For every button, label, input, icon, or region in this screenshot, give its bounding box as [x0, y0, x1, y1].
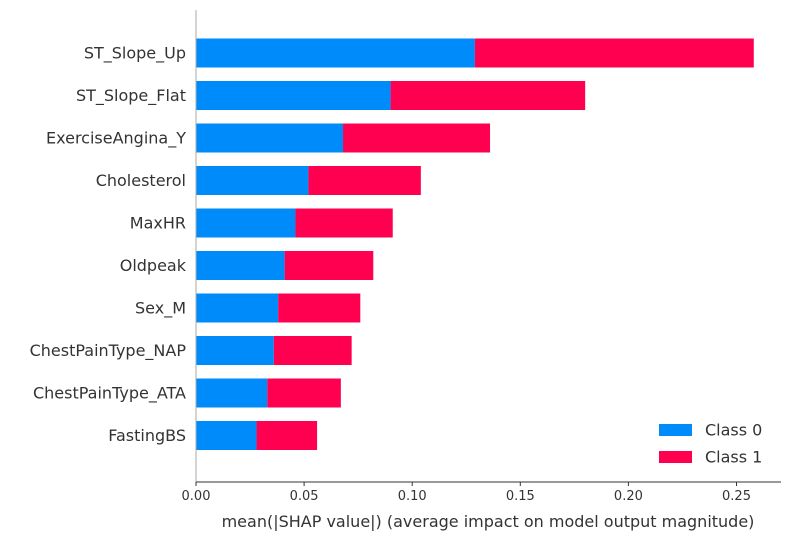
bar-MaxHR-series-0 — [196, 208, 296, 238]
bar-FastingBS-series-0 — [196, 421, 257, 450]
x-ticks: 0.00 0.05 0.10 0.15 0.20 0.25 — [182, 482, 751, 504]
bar-FastingBS-series-1 — [256, 421, 318, 450]
x-tick-label: 0.05 — [290, 489, 319, 504]
y-tick-label: FastingBS — [108, 426, 186, 445]
x-axis-label: mean(|SHAP value|) (average impact on mo… — [222, 512, 755, 531]
y-tick-labels: ST_Slope_Up ST_Slope_Flat ExerciseAngina_Y… — [30, 44, 187, 446]
y-tick-label: ChestPainType_ATA — [33, 384, 186, 404]
bar-Cholesterol-series-0 — [196, 166, 309, 195]
bar-Cholesterol-series-1 — [308, 166, 421, 195]
x-tick-label: 0.20 — [614, 489, 643, 504]
y-tick-label: Oldpeak — [120, 256, 187, 275]
legend-swatch-series-1 — [659, 451, 692, 463]
x-tick-label: 0.15 — [506, 489, 535, 504]
bar-ChestPainType_NAP-series-1 — [273, 336, 352, 365]
y-tick-label: ST_Slope_Up — [84, 44, 186, 64]
bar-ST_Slope_Flat-series-0 — [196, 81, 391, 110]
bar-ExerciseAngina_Y-series-0 — [196, 123, 344, 153]
x-tick-label: 0.00 — [182, 489, 211, 504]
bar-ST_Slope_Up-series-1 — [474, 38, 754, 68]
bar-ChestPainType_ATA-series-1 — [267, 378, 341, 408]
bar-Oldpeak-series-1 — [284, 251, 374, 280]
bar-Sex_M-series-0 — [196, 293, 279, 323]
y-tick-label: ExerciseAngina_Y — [46, 129, 186, 149]
bars-group — [196, 38, 754, 450]
bar-ST_Slope_Up-series-0 — [196, 38, 475, 68]
y-tick-label: Cholesterol — [96, 171, 186, 190]
bar-Sex_M-series-1 — [278, 293, 361, 323]
y-tick-label: ChestPainType_NAP — [30, 341, 187, 361]
bar-ChestPainType_NAP-series-0 — [196, 336, 274, 365]
y-tick-label: Sex_M — [135, 299, 186, 319]
bar-ST_Slope_Flat-series-1 — [390, 81, 586, 110]
legend-label: Class 0 — [705, 421, 762, 440]
legend-label: Class 1 — [705, 448, 762, 467]
y-tick-label: ST_Slope_Flat — [76, 86, 186, 106]
legend-swatch-series-0 — [659, 424, 692, 436]
bar-Oldpeak-series-0 — [196, 251, 285, 280]
bar-ChestPainType_ATA-series-0 — [196, 378, 268, 408]
bar-MaxHR-series-1 — [295, 208, 393, 238]
y-tick-label: MaxHR — [130, 214, 186, 233]
legend: Class 0 Class 1 — [659, 421, 762, 467]
bar-ExerciseAngina_Y-series-1 — [343, 123, 491, 153]
x-tick-label: 0.25 — [722, 489, 751, 504]
x-tick-label: 0.10 — [398, 489, 427, 504]
